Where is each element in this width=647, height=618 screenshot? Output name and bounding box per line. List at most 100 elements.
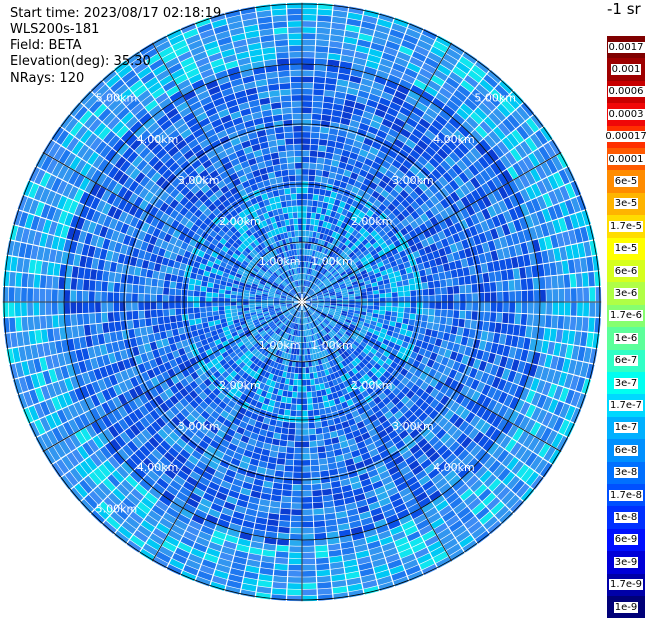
ppi-gate [276, 139, 286, 146]
ppi-gate [166, 485, 179, 496]
ppi-gate [305, 304, 310, 308]
ppi-gate [375, 379, 383, 387]
ppi-gate [330, 431, 338, 438]
ppi-gate [361, 452, 371, 461]
ppi-gate [306, 218, 311, 225]
ppi-gate [333, 417, 341, 425]
ppi-gate [296, 398, 302, 405]
ppi-gate [330, 561, 344, 569]
ppi-gate [370, 507, 383, 517]
ppi-gate [445, 398, 455, 409]
ppi-gate [337, 466, 348, 475]
ppi-gate [406, 439, 417, 450]
ppi-gate [206, 547, 221, 558]
ppi-gate [39, 288, 46, 302]
ppi-gate [341, 484, 352, 493]
ppi-gate [553, 385, 564, 400]
ppi-gate [181, 339, 189, 348]
ppi-gate [330, 35, 344, 43]
ppi-gate [162, 540, 177, 552]
ppi-gate [266, 405, 274, 413]
ppi-gate [172, 328, 179, 337]
ppi-gate [285, 333, 290, 340]
ppi-gate [354, 435, 364, 444]
ppi-gate [302, 101, 313, 108]
ppi-gate [269, 146, 278, 154]
ppi-gate [262, 47, 276, 55]
ppi-gate [268, 197, 276, 205]
ppi-gate [471, 311, 478, 320]
ppi-gate [137, 501, 151, 514]
ppi-gate [229, 568, 245, 577]
ppi-gate [552, 370, 562, 385]
ppi-gate [288, 212, 293, 219]
ppi-gate [201, 559, 217, 569]
ppi-gate [165, 535, 180, 547]
ppi-gate [331, 345, 337, 352]
ppi-gate [113, 312, 121, 322]
ppi-gate [33, 302, 40, 316]
ppi-gate [316, 346, 321, 353]
ppi-gate [316, 339, 321, 346]
ppi-gate [128, 265, 136, 275]
ppi-gate [317, 317, 322, 323]
ppi-gate [316, 433, 324, 441]
ppi-gate [243, 449, 253, 458]
ppi-gate [305, 304, 310, 308]
ppi-gate [414, 547, 429, 559]
ppi-gate [268, 456, 277, 464]
ppi-gate [399, 405, 409, 415]
ppi-gate [314, 70, 326, 78]
ppi-gate [169, 502, 183, 513]
ppi-gate [181, 256, 189, 265]
ppi-gate [295, 169, 302, 175]
ppi-gate [175, 289, 182, 296]
ppi-gate [169, 315, 177, 323]
ppi-gate [294, 311, 298, 317]
ppi-gate [295, 175, 302, 181]
ppi-gate [540, 427, 552, 442]
ppi-gate [177, 514, 191, 525]
ppi-gate [412, 345, 421, 354]
ppi-gate [214, 405, 224, 415]
ppi-gate [73, 337, 81, 350]
ppi-gate [195, 445, 206, 455]
ppi-gate [232, 478, 244, 487]
ppi-gate [191, 266, 199, 274]
ppi-gate [490, 364, 499, 376]
ppi-gate [476, 393, 487, 406]
ppi-gate [362, 523, 375, 532]
ppi-gate [347, 377, 355, 385]
ppi-gate [391, 570, 407, 581]
ppi-gate [219, 552, 234, 562]
ppi-gate [148, 510, 162, 522]
ppi-gate [350, 424, 359, 432]
ppi-gate [292, 484, 302, 491]
ppi-gate [356, 499, 368, 508]
ppi-gate [394, 536, 409, 547]
ppi-gate [320, 323, 325, 329]
ppi-gate [434, 381, 444, 391]
ppi-gate [239, 421, 248, 429]
ppi-gate [220, 410, 230, 419]
ppi-gate [287, 14, 302, 21]
ppi-gate [284, 326, 289, 333]
ppi-gate [228, 443, 238, 452]
ppi-gate [314, 64, 327, 72]
ppi-gate [204, 553, 219, 564]
ppi-gate [260, 35, 274, 43]
ppi-gate [302, 76, 314, 83]
ppi-gate [446, 492, 459, 504]
ppi-gate [303, 318, 306, 324]
ppi-gate [528, 437, 540, 452]
ppi-gate [257, 353, 264, 360]
ppi-gate [306, 342, 310, 349]
ppi-gate [302, 193, 308, 200]
ppi-gate [445, 387, 455, 398]
ppi-gate [306, 385, 312, 392]
ppi-gate [311, 126, 320, 133]
ppi-gate [348, 326, 355, 332]
ppi-gate [372, 513, 385, 523]
ppi-gate [483, 516, 498, 530]
ppi-gate [548, 449, 561, 465]
